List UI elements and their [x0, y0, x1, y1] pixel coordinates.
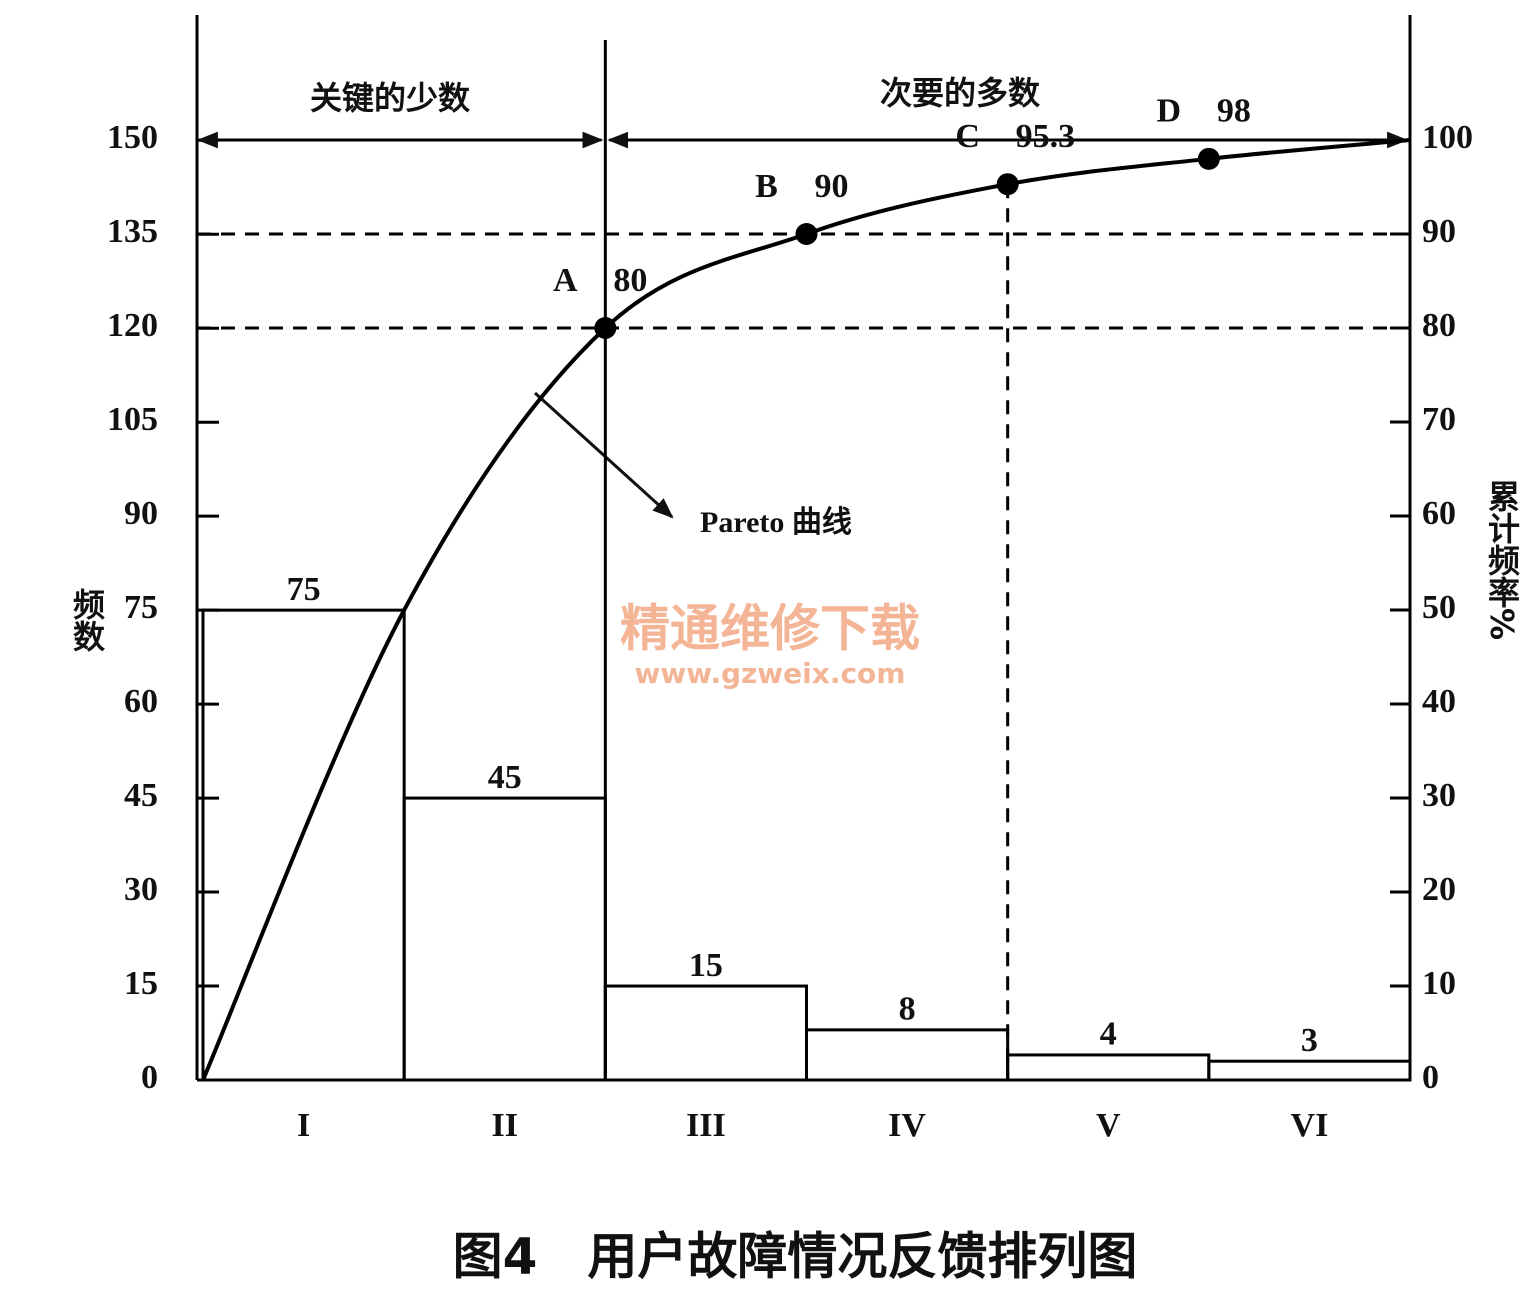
y-tick-label: 120 — [107, 307, 158, 344]
point-value: 98 — [1217, 93, 1251, 130]
curve-point — [795, 223, 818, 246]
watermark: 精通维修下载 — [620, 600, 920, 658]
chart-title: 图4 用户故障情况反馈排列图 — [453, 1228, 1138, 1286]
curve-point — [996, 173, 1019, 196]
x-tick-label: II — [492, 1107, 518, 1144]
bar-value-label: 45 — [488, 759, 522, 796]
pareto-curve — [201, 138, 1411, 1081]
y-tick-label: 0 — [141, 1059, 158, 1096]
y-tick-label: 60 — [124, 683, 158, 720]
x-tick-label: IV — [888, 1107, 926, 1144]
y-tick-label: 75 — [124, 589, 158, 626]
y-tick-label: 135 — [107, 213, 158, 250]
bar — [603, 984, 808, 1082]
y-tick-label: 15 — [124, 965, 158, 1002]
y2-tick-label: 10 — [1422, 965, 1456, 1002]
bar-value-label: 8 — [899, 991, 916, 1028]
y2-tick-label: 90 — [1422, 213, 1456, 250]
x-tick-label: I — [297, 1107, 310, 1144]
bar — [1207, 1059, 1412, 1082]
x-tick-label: VI — [1291, 1107, 1329, 1144]
bar — [805, 1028, 1010, 1082]
y-tick-label: 105 — [107, 401, 158, 438]
point-letter: D — [1157, 93, 1182, 130]
bar-value-label: 4 — [1100, 1016, 1117, 1053]
y2-tick-label: 20 — [1422, 871, 1456, 908]
bar-value-label: 15 — [689, 947, 723, 984]
point-letter: B — [755, 168, 778, 205]
y2-tick-label: 30 — [1422, 777, 1456, 814]
curve-point — [594, 317, 617, 340]
point-letter: A — [553, 262, 578, 299]
point-letter: C — [955, 118, 980, 155]
point-value: 80 — [613, 262, 647, 299]
region-label: 次要的多数 — [880, 74, 1041, 112]
y-axis-label: 频数 — [68, 588, 106, 653]
y2-tick-label: 70 — [1422, 401, 1456, 438]
point-value: 90 — [815, 168, 849, 205]
x-tick-label: III — [686, 1107, 726, 1144]
watermark: www.gzweix.com — [635, 657, 906, 690]
bar-value-label: 75 — [287, 571, 321, 608]
bar — [1006, 1053, 1211, 1082]
point-value: 95.3 — [1016, 118, 1076, 155]
y2-tick-label: 100 — [1422, 119, 1473, 156]
y2-tick-label: 50 — [1422, 589, 1456, 626]
y2-tick-label: 60 — [1422, 495, 1456, 532]
y-tick-label: 90 — [124, 495, 158, 532]
annotation-arrow — [533, 391, 674, 519]
x-tick-label: V — [1096, 1107, 1121, 1144]
y-tick-label: 30 — [124, 871, 158, 908]
y-tick-label: 150 — [107, 119, 158, 156]
y2-tick-label: 0 — [1422, 1059, 1439, 1096]
y2-axis-label: 累计频率% — [1483, 480, 1521, 640]
annotation: Pareto 曲线 — [700, 506, 852, 539]
bar — [402, 796, 607, 1082]
y2-tick-label: 80 — [1422, 307, 1456, 344]
y-tick-label: 45 — [124, 777, 158, 814]
region-label: 关键的少数 — [310, 79, 471, 117]
y2-tick-label: 40 — [1422, 683, 1456, 720]
curve-point — [1197, 147, 1220, 170]
bar-value-label: 3 — [1301, 1022, 1318, 1059]
